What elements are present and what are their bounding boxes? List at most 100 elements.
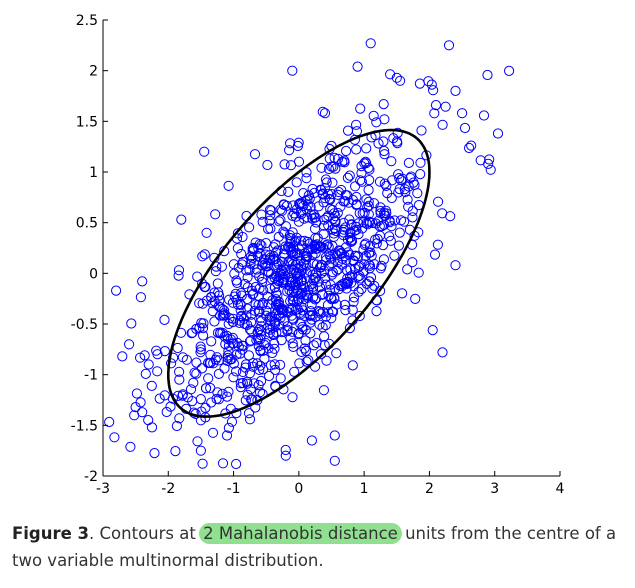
- data-point: [342, 234, 354, 245]
- data-point: [257, 297, 269, 308]
- data-point: [209, 316, 220, 327]
- data-point: [349, 225, 360, 236]
- data-point: [326, 313, 337, 324]
- data-point: [384, 217, 395, 228]
- data-point: [305, 328, 316, 339]
- data-point: [457, 108, 468, 119]
- data-point: [271, 287, 282, 298]
- data-point: [146, 422, 158, 433]
- x-axis-ticks: -3 -2 -1 0 1 2 3 4: [96, 471, 565, 497]
- data-point: [344, 170, 355, 181]
- data-point: [173, 270, 184, 281]
- data-point: [314, 306, 325, 317]
- data-point: [385, 69, 396, 80]
- data-point: [429, 249, 441, 260]
- y-axis-ticks: -2 -1.5 -1 -0.5 0 0.5 1 1.5 2 2.5: [71, 13, 108, 485]
- data-point: [335, 201, 346, 212]
- data-point: [279, 228, 290, 239]
- data-point: [391, 136, 403, 147]
- data-point: [205, 382, 216, 394]
- data-point: [249, 378, 260, 389]
- data-point: [392, 127, 403, 138]
- data-point: [368, 198, 380, 209]
- data-point: [270, 294, 281, 305]
- data-point: [109, 432, 120, 443]
- data-point: [294, 244, 305, 255]
- data-point: [287, 392, 298, 403]
- data-point: [191, 368, 202, 379]
- data-point: [311, 268, 322, 279]
- data-point: [326, 253, 337, 264]
- data-point: [245, 251, 257, 262]
- data-point: [256, 375, 267, 387]
- data-point: [432, 239, 443, 250]
- data-point: [302, 200, 313, 211]
- data-point: [244, 222, 255, 233]
- data-point: [364, 263, 375, 274]
- data-point: [299, 235, 310, 246]
- data-point: [359, 239, 370, 250]
- data-point: [351, 199, 362, 210]
- data-point: [344, 214, 355, 225]
- data-point: [201, 227, 212, 238]
- data-point: [130, 402, 141, 413]
- data-point: [282, 321, 293, 332]
- data-point: [268, 251, 279, 262]
- data-point: [427, 325, 438, 336]
- data-point: [154, 393, 165, 404]
- data-point: [206, 397, 217, 408]
- data-point: [342, 125, 354, 136]
- data-point: [275, 373, 286, 384]
- data-point: [289, 208, 300, 219]
- data-point: [317, 322, 328, 333]
- data-point: [433, 196, 444, 207]
- data-point: [289, 236, 300, 247]
- data-point: [319, 331, 330, 342]
- data-point: [301, 289, 312, 300]
- data-point: [361, 143, 372, 154]
- data-point: [242, 389, 253, 400]
- data-point: [200, 402, 211, 413]
- data-point: [371, 117, 382, 128]
- data-point: [440, 101, 451, 112]
- y-tick-label: 1.5: [76, 114, 98, 130]
- data-point: [370, 218, 381, 229]
- data-point: [292, 296, 303, 307]
- data-point: [198, 330, 209, 341]
- data-point: [393, 187, 404, 198]
- data-point: [254, 364, 265, 375]
- data-point: [236, 310, 247, 322]
- data-point: [340, 305, 351, 316]
- data-point: [235, 305, 246, 316]
- data-point: [171, 420, 182, 432]
- data-point: [485, 164, 496, 175]
- data-point: [252, 327, 263, 338]
- data-point: [375, 202, 386, 213]
- data-point: [350, 250, 361, 261]
- data-point: [242, 272, 253, 283]
- data-point: [185, 384, 197, 395]
- data-point: [257, 276, 268, 288]
- data-point: [293, 263, 304, 274]
- data-point: [307, 250, 318, 261]
- data-point: [191, 357, 202, 368]
- data-point: [205, 349, 216, 360]
- data-point: [347, 360, 358, 371]
- data-point: [363, 162, 374, 173]
- data-point: [260, 249, 271, 260]
- data-point: [231, 458, 242, 470]
- data-point: [199, 249, 210, 260]
- data-point: [279, 159, 290, 170]
- data-point: [285, 296, 296, 307]
- data-point: [360, 238, 371, 249]
- data-point: [299, 310, 310, 321]
- data-point: [351, 119, 362, 130]
- data-point: [253, 243, 264, 254]
- caption-text-before: . Contours at: [89, 524, 202, 543]
- data-point: [313, 306, 324, 317]
- data-point: [256, 240, 267, 251]
- data-point: [279, 274, 290, 285]
- data-point: [280, 450, 291, 461]
- x-tick-label: 2: [425, 481, 434, 497]
- data-point: [319, 108, 331, 119]
